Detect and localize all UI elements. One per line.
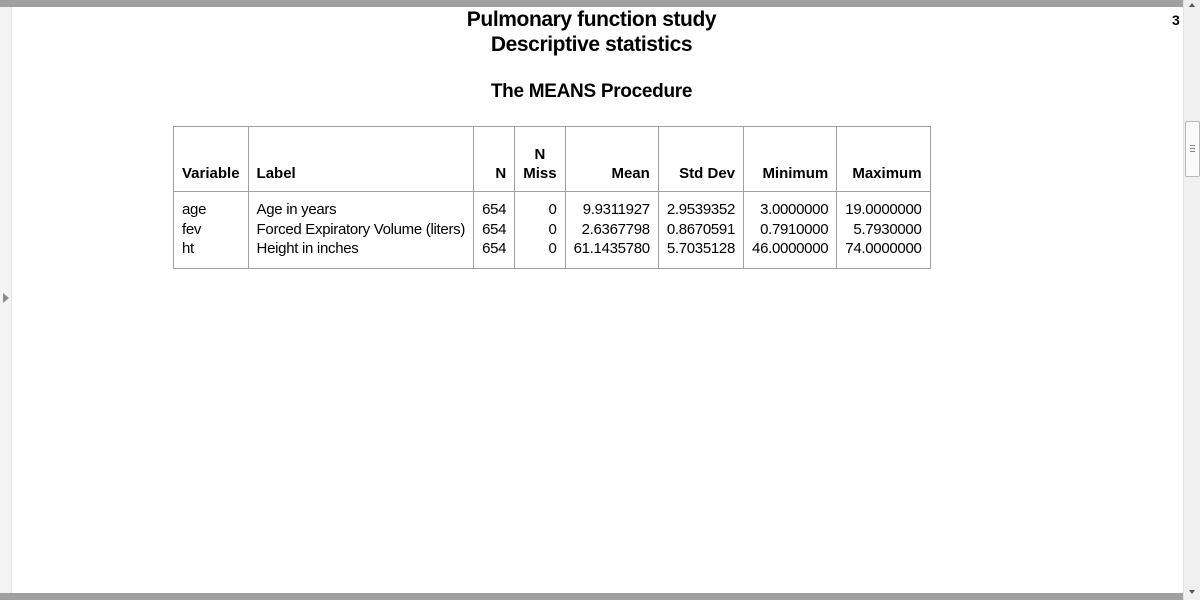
header-nmiss: N Miss bbox=[514, 126, 566, 192]
report-title: Pulmonary function study bbox=[466, 8, 717, 31]
cell-stddev: 0.8670591 bbox=[657, 219, 745, 239]
cell-label: Forced Expiratory Volume (liters) bbox=[247, 219, 475, 239]
cell-mean: 2.6367798 bbox=[564, 219, 659, 239]
report-subtitle: Descriptive statistics bbox=[490, 33, 693, 56]
cell-mean: 9.9311927 bbox=[564, 191, 659, 220]
expand-arrow-icon[interactable] bbox=[3, 293, 9, 303]
cell-stddev: 5.7035128 bbox=[657, 239, 745, 268]
top-border-bar bbox=[0, 0, 1183, 7]
cell-maximum: 19.0000000 bbox=[836, 191, 931, 220]
header-label: Label bbox=[247, 126, 475, 192]
vertical-scrollbar[interactable] bbox=[1183, 0, 1200, 600]
cell-label: Height in inches bbox=[247, 239, 475, 268]
cell-nmiss: 0 bbox=[514, 191, 566, 220]
cell-minimum: 3.0000000 bbox=[743, 191, 838, 220]
table-row: fev Forced Expiratory Volume (liters) 65… bbox=[173, 219, 931, 239]
header-minimum: Minimum bbox=[743, 126, 838, 192]
table-header-row: Variable Label N N Miss Mean Std Dev Min… bbox=[173, 126, 931, 192]
table-row: ht Height in inches 654 0 61.1435780 5.7… bbox=[173, 239, 931, 268]
header-maximum: Maximum bbox=[836, 126, 931, 192]
table-row: age Age in years 654 0 9.9311927 2.95393… bbox=[173, 191, 931, 220]
header-nmiss-line2: Miss bbox=[523, 165, 557, 182]
cell-maximum: 5.7930000 bbox=[836, 219, 931, 239]
thumb-grip-line bbox=[1190, 145, 1195, 146]
header-variable: Variable bbox=[173, 126, 249, 192]
cell-minimum: 0.7910000 bbox=[743, 219, 838, 239]
thumb-grip-line bbox=[1190, 148, 1195, 149]
descriptive-statistics-table: Variable Label N N Miss Mean Std Dev Min… bbox=[173, 126, 931, 269]
header-n: N bbox=[473, 126, 516, 192]
cell-n: 654 bbox=[473, 191, 516, 220]
scroll-down-arrow-icon[interactable] bbox=[1189, 590, 1195, 594]
cell-nmiss: 0 bbox=[514, 239, 566, 268]
scroll-up-arrow-icon[interactable] bbox=[1189, 3, 1195, 7]
cell-label: Age in years bbox=[247, 191, 475, 220]
cell-variable: ht bbox=[173, 239, 249, 268]
cell-n: 654 bbox=[473, 239, 516, 268]
bottom-border-bar bbox=[0, 593, 1183, 600]
cell-mean: 61.1435780 bbox=[564, 239, 659, 268]
cell-minimum: 46.0000000 bbox=[743, 239, 838, 268]
header-stddev: Std Dev bbox=[657, 126, 745, 192]
cell-variable: fev bbox=[173, 219, 249, 239]
cell-nmiss: 0 bbox=[514, 219, 566, 239]
cell-maximum: 74.0000000 bbox=[836, 239, 931, 268]
header-mean: Mean bbox=[564, 126, 659, 192]
cell-stddev: 2.9539352 bbox=[657, 191, 745, 220]
cell-variable: age bbox=[173, 191, 249, 220]
header-nmiss-line1: N bbox=[534, 146, 546, 163]
scrollbar-thumb[interactable] bbox=[1185, 121, 1200, 177]
report-titles: Pulmonary function study Descriptive sta… bbox=[0, 7, 1183, 103]
cell-n: 654 bbox=[473, 219, 516, 239]
thumb-grip-line bbox=[1190, 151, 1195, 152]
procedure-title: The MEANS Procedure bbox=[490, 81, 693, 102]
page-number: 3 bbox=[1172, 12, 1180, 28]
